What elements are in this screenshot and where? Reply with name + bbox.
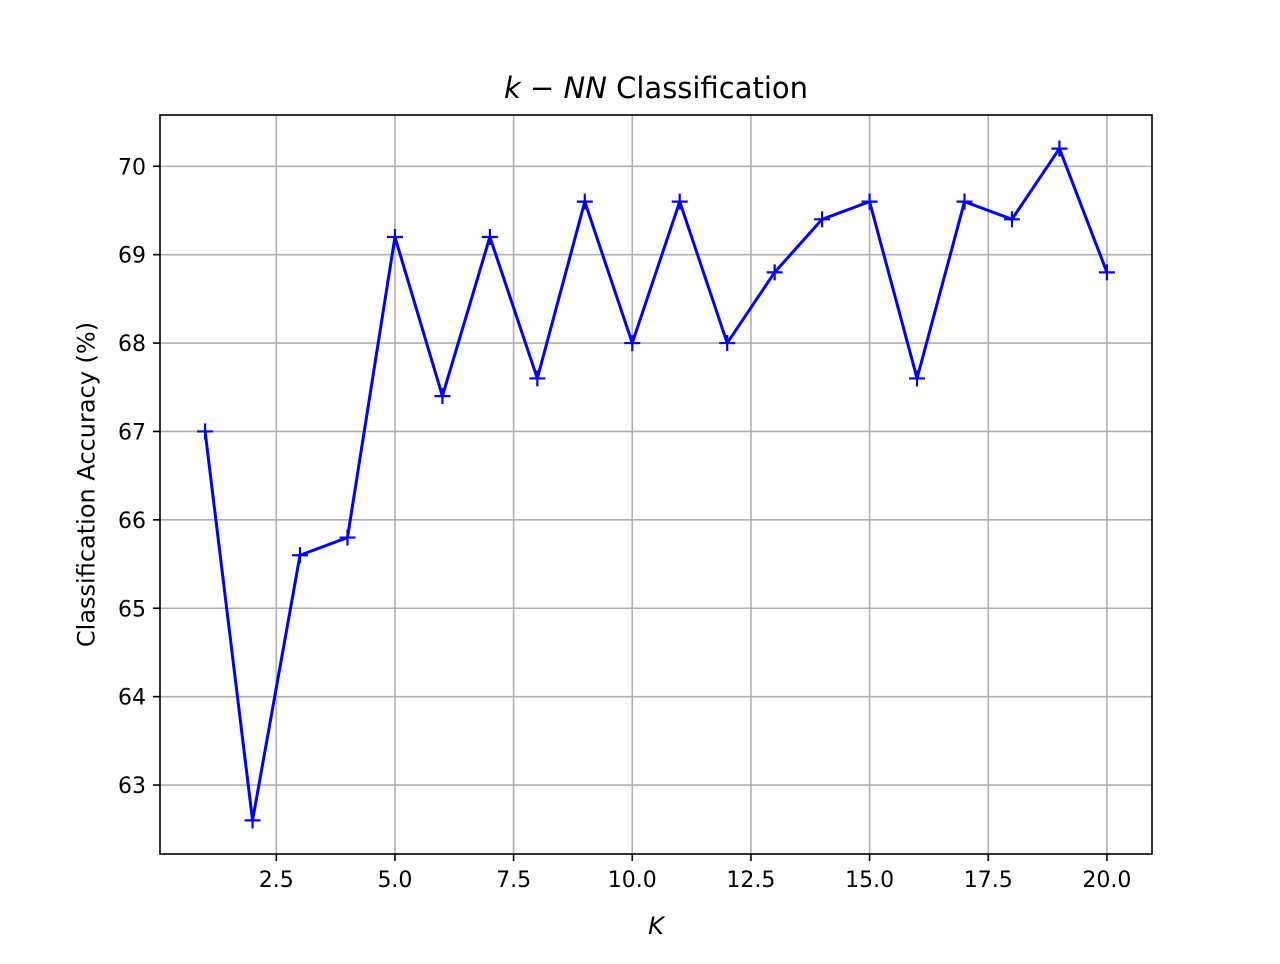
data-point-marker — [671, 193, 688, 210]
y-tick-label: 65 — [118, 597, 146, 622]
x-tick-label: 2.5 — [259, 868, 294, 893]
data-point-marker — [1003, 211, 1020, 228]
data-point-marker — [339, 529, 356, 546]
y-axis-label: Classification Accuracy (%) — [72, 322, 100, 647]
x-tick-label: 10.0 — [608, 868, 657, 893]
data-point-marker — [1051, 140, 1068, 157]
data-point-marker — [244, 812, 261, 829]
y-tick-label: 67 — [118, 420, 146, 445]
x-tick-label: 12.5 — [726, 868, 775, 893]
series-line — [203, 147, 1109, 822]
data-point-marker — [481, 228, 498, 245]
y-tick-label: 70 — [118, 155, 146, 180]
chart-title-rest: Classification — [616, 71, 808, 105]
data-point-marker — [861, 193, 878, 210]
chart-title-operator: − — [530, 71, 554, 105]
data-point-marker — [956, 193, 973, 210]
data-point-marker — [719, 335, 736, 352]
x-tick-label: 17.5 — [964, 868, 1013, 893]
y-tick-label: 66 — [118, 509, 146, 534]
data-point-marker — [624, 335, 641, 352]
data-point-marker — [386, 228, 403, 245]
chart-title-prefix: k — [504, 71, 522, 105]
data-point-marker — [909, 370, 926, 387]
x-axis-label: K — [648, 912, 666, 940]
x-tick-label: 15.0 — [845, 868, 894, 893]
y-tick-label: 68 — [118, 332, 146, 357]
y-tick-label: 63 — [118, 774, 146, 799]
data-point-marker — [529, 370, 546, 387]
x-tick-label: 5.0 — [377, 868, 412, 893]
x-tick-label: 20.0 — [1082, 868, 1131, 893]
data-point-marker — [576, 193, 593, 210]
series-layer — [197, 140, 1115, 829]
chart-title: k − NN Classification — [504, 71, 808, 105]
plot-frame — [159, 114, 1153, 855]
y-tick-label: 64 — [118, 686, 146, 711]
data-point-marker — [197, 423, 214, 440]
x-tick-label: 7.5 — [496, 868, 531, 893]
data-point-marker — [292, 547, 309, 564]
ticks: 2.5 5.0 7.5 10.0 12.5 15.0 17.5 20.0 63 64 65 66 67 6… — [118, 155, 1131, 893]
y-tick-label: 69 — [118, 244, 146, 269]
chart-title-var: NN — [564, 71, 607, 105]
data-point-marker — [1098, 264, 1115, 281]
grid — [160, 115, 1152, 854]
data-point-marker — [766, 264, 783, 281]
data-point-marker — [814, 211, 831, 228]
data-point-marker — [434, 388, 451, 405]
